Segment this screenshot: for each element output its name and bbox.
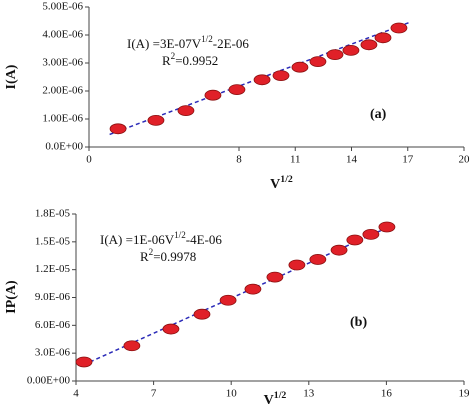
x-tick-label: 10	[226, 388, 238, 400]
annotation: I(A) =1E-06V1/2-4E-06	[100, 230, 222, 247]
annotation-text: R	[162, 53, 171, 68]
x-tick-label: 7	[151, 388, 157, 400]
point	[362, 229, 380, 240]
point	[266, 271, 284, 283]
annotation-sup: 1/2	[280, 174, 293, 185]
point	[309, 254, 327, 265]
x-tick-label: 0	[86, 154, 92, 166]
panel: 0.0E+00 1.00E-06 2.00E-06 3.00E-06 4.00E-06 5…	[4, 1, 470, 193]
annotation-text: -4E-06	[186, 232, 223, 247]
annotation: R2=0.9978	[140, 247, 196, 264]
annotation-sup: 1/2	[274, 390, 287, 401]
y-tick-label: 1.8E-05	[35, 208, 71, 220]
y-axis-label: IP(A)	[4, 280, 19, 314]
y-tick-label: 1.00E-06	[42, 113, 83, 125]
point	[288, 259, 306, 271]
x-tick-label: 8	[236, 154, 242, 166]
y-tick-label: 0.00E+00	[27, 375, 71, 387]
y-tick-label: 3.00E-06	[42, 57, 83, 69]
annotation-sup: 1/2	[174, 230, 186, 240]
point	[162, 323, 180, 335]
y-tick-label: 6.0E-06	[35, 319, 71, 331]
y-tick-label: 1.2E-05	[35, 263, 71, 275]
point	[228, 84, 246, 95]
x-tick-label: 19	[459, 388, 471, 400]
point	[219, 294, 237, 306]
trendline	[109, 21, 410, 136]
point	[123, 340, 141, 352]
point	[193, 308, 211, 320]
point	[272, 70, 290, 81]
annotation: V1/2	[264, 390, 287, 408]
point	[330, 244, 348, 256]
point	[346, 234, 364, 246]
point	[326, 49, 344, 60]
y-tick-label: 1.5E-05	[35, 235, 71, 247]
point	[109, 123, 127, 135]
annotation-text: V	[270, 177, 280, 192]
y-tick-label: 0.0E+00	[45, 141, 83, 153]
point	[147, 115, 165, 126]
point	[253, 74, 271, 86]
x-tick-label: 20	[459, 154, 471, 166]
annotation: R2=0.9952	[162, 51, 218, 68]
x-tick-label: 16	[381, 388, 393, 400]
annotation-text: =0.9952	[175, 53, 218, 68]
annotation-sup: 2	[171, 51, 176, 61]
point	[342, 45, 360, 56]
y-tick-label: 5.00E-06	[42, 1, 83, 13]
x-tick-label: 13	[303, 388, 315, 400]
annotation-text: V	[264, 393, 274, 408]
annotation: I(A) =3E-07V1/2-2E-06	[127, 34, 249, 51]
y-tick-label: 2.00E-06	[42, 85, 83, 97]
point	[177, 105, 195, 116]
point	[75, 356, 93, 368]
y-tick-label: 4.00E-06	[42, 29, 83, 41]
y-tick-label: 3.0E-06	[35, 347, 71, 359]
point	[204, 89, 222, 101]
point	[291, 61, 309, 73]
point	[360, 39, 378, 51]
point	[390, 22, 408, 34]
x-tick-label: 4	[73, 388, 79, 400]
y-axis-label: I(A)	[4, 64, 19, 89]
panel: 0.00E+00 3.0E-06 6.0E-06 9.0E-06 1.2E-05 1.5E…	[4, 208, 470, 409]
x-tick-label: 11	[290, 154, 301, 166]
annotation-sup: 2	[149, 247, 154, 257]
annotation-sup: 1/2	[201, 34, 213, 44]
annotation-text: I(A) =3E-07V	[127, 36, 202, 51]
point	[244, 283, 262, 295]
annotation-text: I(A) =1E-06V	[100, 232, 175, 247]
y-tick-label: 9.0E-06	[35, 291, 71, 303]
x-tick-label: 17	[402, 154, 414, 166]
point	[374, 32, 392, 44]
annotation: V1/2	[270, 174, 293, 192]
annotation-text: R	[140, 249, 149, 264]
x-tick-label: 14	[346, 154, 358, 166]
point	[309, 56, 327, 67]
annotation-text: -2E-06	[213, 36, 250, 51]
panel-label: (a)	[370, 107, 387, 122]
annotation-text: =0.9978	[153, 249, 196, 264]
point	[378, 221, 396, 233]
panel-label: (b)	[350, 315, 367, 330]
